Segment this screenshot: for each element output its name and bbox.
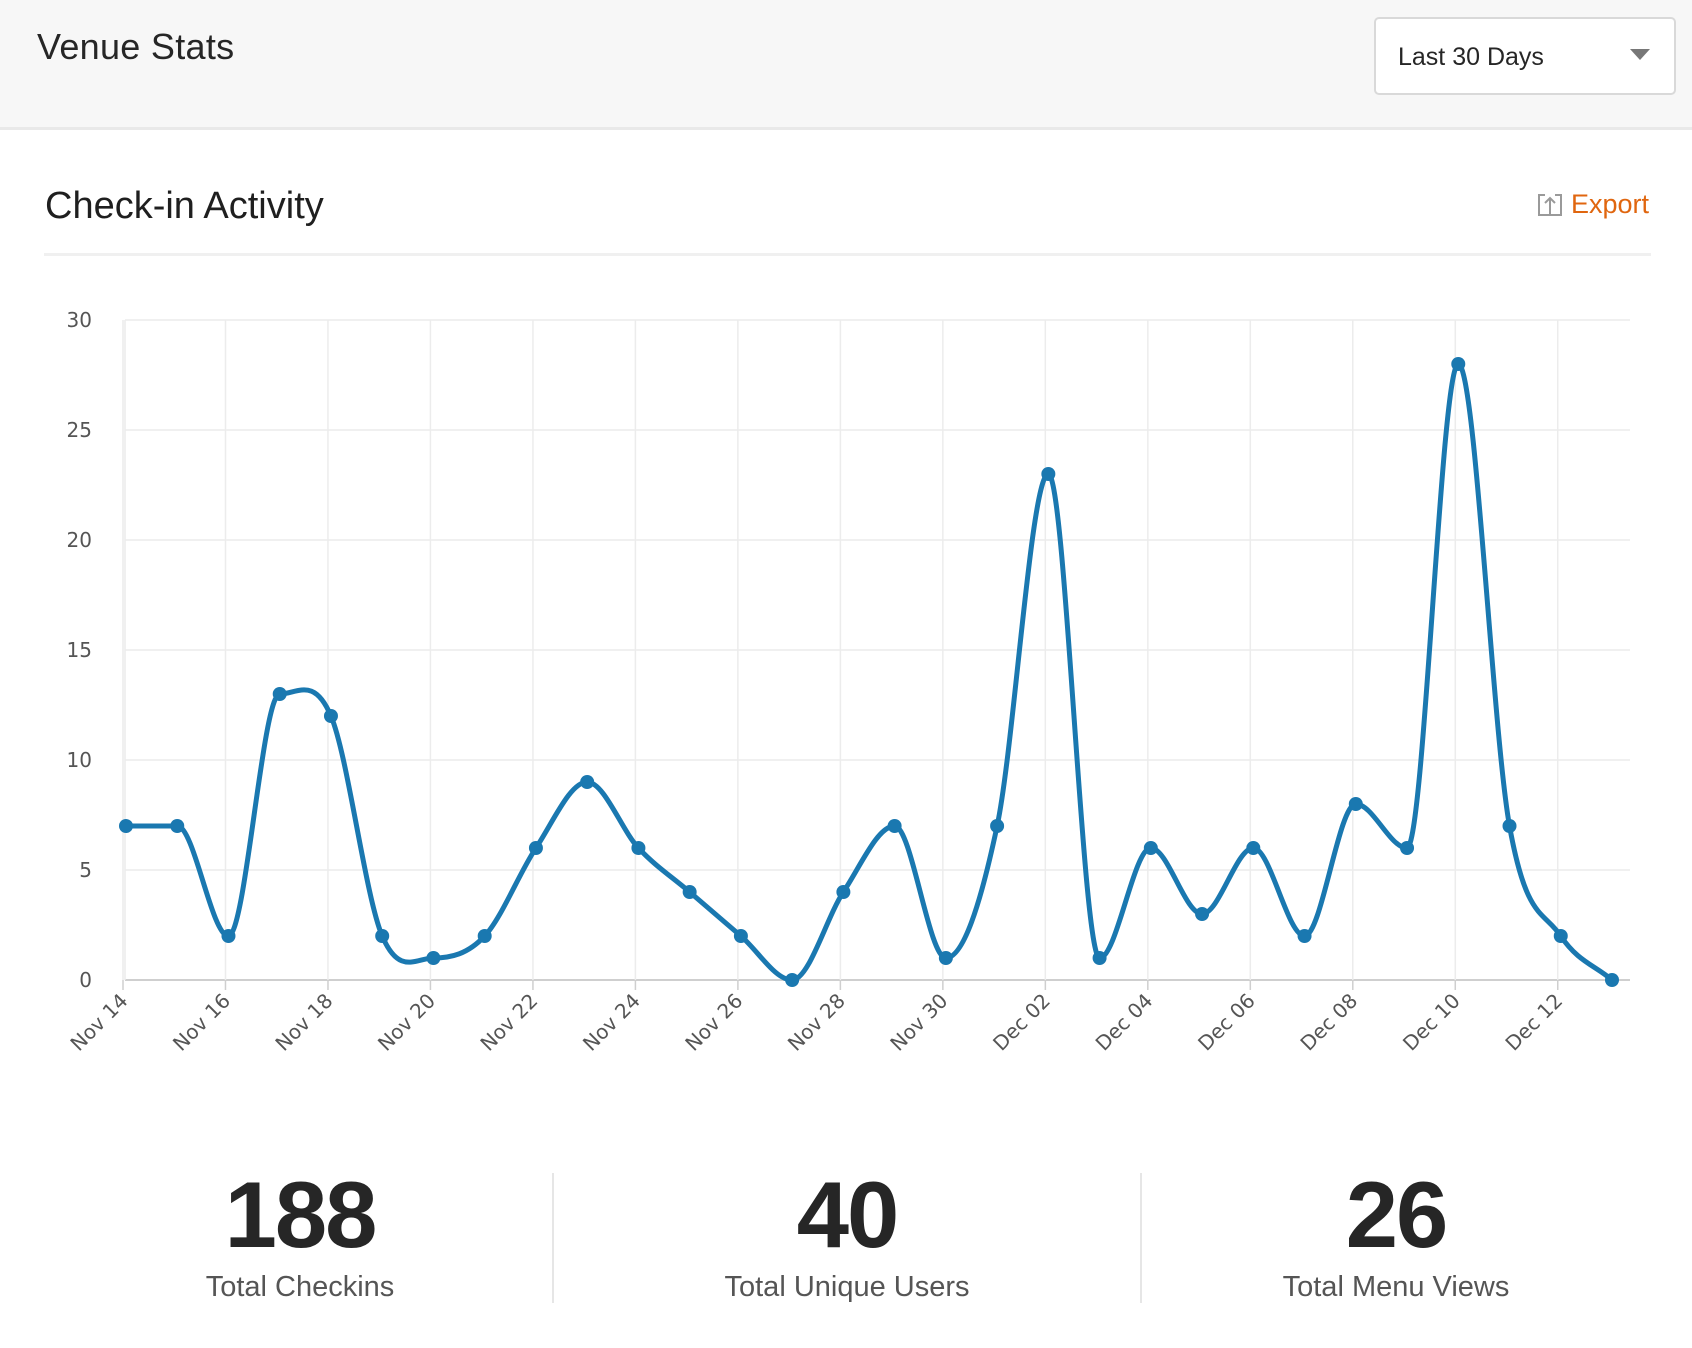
x-tick-label: Nov 30 <box>885 989 952 1056</box>
x-tick-label: Nov 22 <box>475 989 542 1056</box>
data-point[interactable] <box>1041 467 1056 481</box>
series-line <box>126 361 1614 983</box>
stat-value: 26 <box>1345 1162 1449 1267</box>
stat-unique-users: 40 Total Unique Users <box>627 1165 1067 1304</box>
export-label: Export <box>1571 188 1650 219</box>
x-tick-label: Dec 12 <box>1500 989 1567 1056</box>
stat-value: 188 <box>224 1162 378 1267</box>
y-tick-label: 15 <box>67 638 92 662</box>
data-point[interactable] <box>1092 951 1107 965</box>
stat-value: 40 <box>796 1162 900 1267</box>
data-point[interactable] <box>477 929 492 943</box>
data-point[interactable] <box>1553 929 1568 943</box>
y-tick-label: 20 <box>67 528 92 552</box>
summary-stats: 188 Total Checkins 40 Total Unique Users… <box>0 1165 1692 1305</box>
data-point[interactable] <box>375 929 390 943</box>
data-point[interactable] <box>887 819 902 833</box>
data-point[interactable] <box>170 819 185 833</box>
x-tick-label: Nov 14 <box>65 989 132 1056</box>
series-checkins <box>119 357 1619 987</box>
data-point[interactable] <box>272 687 287 701</box>
x-tick-label: Nov 28 <box>783 989 850 1056</box>
data-point[interactable] <box>938 951 953 965</box>
y-axis: 0 5 10 15 20 25 30 <box>67 308 92 992</box>
data-point[interactable] <box>1502 819 1517 833</box>
data-point[interactable] <box>1605 973 1619 987</box>
x-tick-label: Dec 08 <box>1295 989 1362 1056</box>
x-axis: Nov 14 Nov 16 Nov 18 Nov 20 Nov 22 Nov 24 Nov … <box>65 980 1567 1056</box>
data-point[interactable] <box>1143 841 1158 855</box>
y-tick-label: 10 <box>67 748 92 772</box>
data-point[interactable] <box>119 819 133 833</box>
data-point[interactable] <box>990 819 1005 833</box>
stat-label: Total Unique Users <box>724 1271 970 1303</box>
chart-grid <box>122 319 1630 981</box>
x-tick-label: Nov 16 <box>168 989 235 1056</box>
data-point[interactable] <box>1297 929 1312 943</box>
card-divider <box>44 253 1651 256</box>
data-point[interactable] <box>1348 797 1363 811</box>
date-range-dropdown[interactable]: Last 30 Days <box>1374 17 1676 95</box>
stat-total-checkins: 188 Total Checkins <box>80 1165 520 1304</box>
data-point[interactable] <box>580 775 595 789</box>
date-range-selected: Last 30 Days <box>1398 43 1544 71</box>
data-point[interactable] <box>682 885 697 899</box>
data-point[interactable] <box>785 973 800 987</box>
x-tick-label: Dec 02 <box>988 989 1055 1056</box>
data-point[interactable] <box>323 709 338 723</box>
export-button[interactable]: Export <box>1536 186 1649 222</box>
data-point[interactable] <box>528 841 543 855</box>
stat-menu-views: 26 Total Menu Views <box>1176 1165 1616 1304</box>
stat-label: Total Menu Views <box>1282 1271 1510 1303</box>
data-point[interactable] <box>221 929 236 943</box>
export-icon <box>1538 194 1562 216</box>
x-tick-label: Dec 10 <box>1398 989 1465 1056</box>
y-tick-label: 0 <box>79 968 92 992</box>
data-point[interactable] <box>733 929 748 943</box>
data-point[interactable] <box>631 841 646 855</box>
stat-divider <box>552 1173 554 1303</box>
chart-card-title: Check-in Activity <box>45 185 324 227</box>
data-point[interactable] <box>426 951 441 965</box>
page-title: Venue Stats <box>37 26 235 67</box>
data-point[interactable] <box>1451 357 1466 371</box>
data-point[interactable] <box>1400 841 1415 855</box>
data-point[interactable] <box>1195 907 1210 921</box>
stat-label: Total Checkins <box>205 1271 395 1303</box>
y-tick-label: 25 <box>67 418 92 442</box>
x-tick-label: Nov 20 <box>373 989 440 1056</box>
page-header: Venue Stats Last 30 Days <box>0 0 1692 130</box>
x-tick-label: Nov 18 <box>270 989 337 1056</box>
x-tick-label: Nov 26 <box>680 989 747 1056</box>
chevron-down-icon <box>1630 49 1650 60</box>
data-point[interactable] <box>836 885 851 899</box>
y-tick-label: 30 <box>67 308 92 332</box>
data-point[interactable] <box>1246 841 1261 855</box>
x-tick-label: Dec 04 <box>1091 989 1158 1056</box>
x-tick-label: Nov 24 <box>578 989 645 1056</box>
stat-divider <box>1140 1173 1142 1303</box>
y-tick-label: 5 <box>79 858 92 882</box>
x-tick-label: Dec 06 <box>1193 989 1260 1056</box>
